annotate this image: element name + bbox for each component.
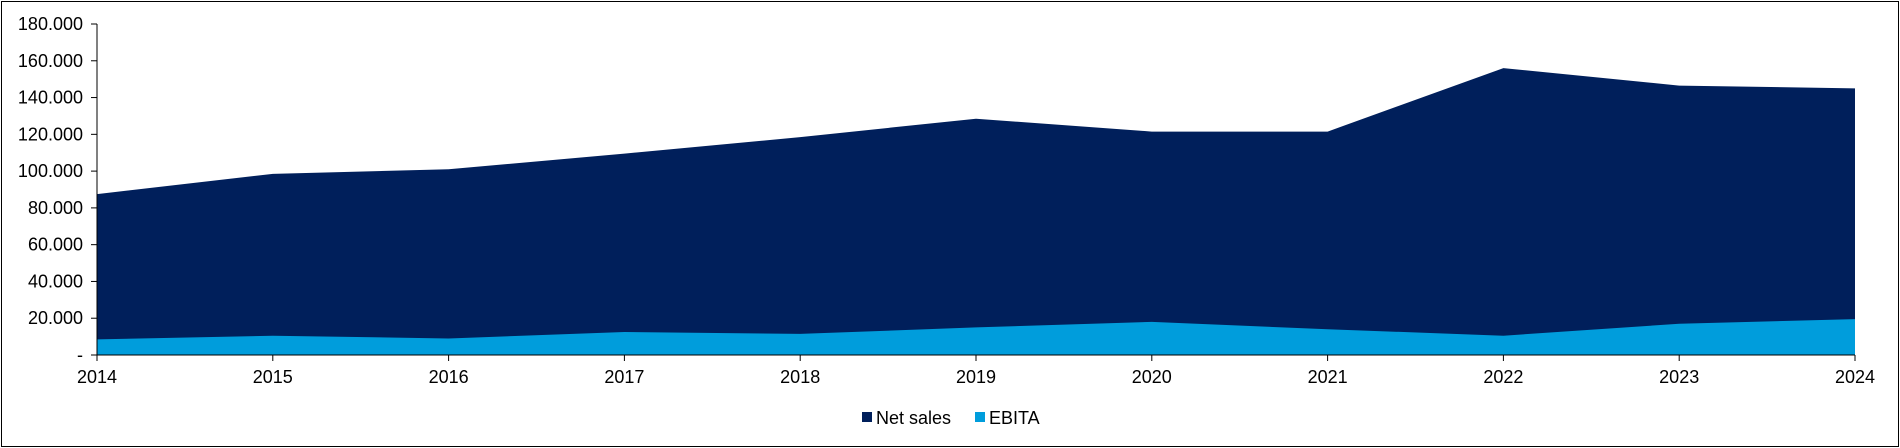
- y-tick-label: 20.000: [28, 308, 83, 328]
- x-tick-label: 2017: [604, 367, 644, 387]
- plot-area: [97, 68, 1855, 355]
- legend-swatch-ebita: [975, 412, 985, 422]
- series-area-ebita: [97, 319, 1855, 355]
- x-tick-label: 2024: [1835, 367, 1875, 387]
- x-tick-label: 2022: [1483, 367, 1523, 387]
- x-tick-label: 2019: [956, 367, 996, 387]
- y-tick-label: 140.000: [18, 88, 83, 108]
- series-area-net-sales: [97, 68, 1855, 355]
- x-tick-label: 2021: [1308, 367, 1348, 387]
- y-tick-label: 120.000: [18, 124, 83, 144]
- y-tick-label: 60.000: [28, 235, 83, 255]
- y-tick-label: 40.000: [28, 271, 83, 291]
- y-tick-label: 160.000: [18, 51, 83, 71]
- y-tick-label: 80.000: [28, 198, 83, 218]
- x-tick-label: 2020: [1132, 367, 1172, 387]
- y-tick-label: 100.000: [18, 161, 83, 181]
- x-tick-label: 2015: [253, 367, 293, 387]
- y-tick-label: -: [77, 345, 83, 365]
- x-tick-label: 2023: [1659, 367, 1699, 387]
- x-tick-label: 2016: [429, 367, 469, 387]
- x-tick-label: 2018: [780, 367, 820, 387]
- x-axis: 2014 2015 2016 2017 2018 2019 2020 2021 2022 2023…: [77, 354, 1875, 387]
- legend-swatch-net-sales: [862, 412, 872, 422]
- legend: Net sales EBITA: [862, 408, 1040, 428]
- legend-label-net-sales: Net sales: [876, 408, 951, 428]
- x-tick-label: 2014: [77, 367, 117, 387]
- y-tick-label: 180.000: [18, 14, 83, 34]
- legend-label-ebita: EBITA: [989, 408, 1040, 428]
- y-axis: - 20.000 40.000 60.000 80.000 100.000 120.000 1…: [18, 14, 98, 365]
